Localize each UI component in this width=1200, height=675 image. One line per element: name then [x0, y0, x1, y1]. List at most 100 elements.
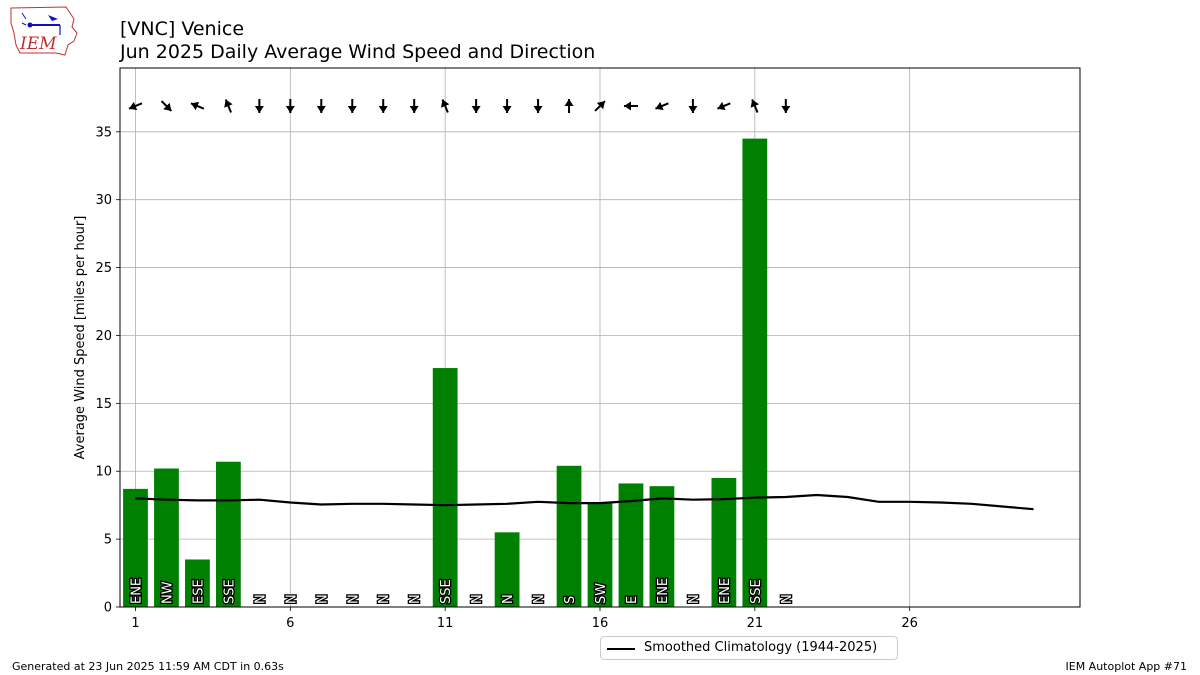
arrow-head	[471, 106, 481, 114]
x-tick-label: 21	[747, 616, 764, 631]
direction-label: N	[470, 594, 485, 604]
wind-speed-bar	[185, 559, 210, 607]
arrow-head	[316, 106, 326, 114]
direction-label: N	[780, 594, 795, 604]
direction-label: SSE	[749, 579, 764, 604]
direction-label: ENE	[718, 578, 733, 604]
direction-arrow	[688, 99, 698, 114]
direction-arrow	[160, 100, 173, 112]
arrow-head	[750, 99, 759, 108]
arrow-head	[254, 106, 264, 114]
climatology-line	[135, 493, 1034, 511]
wind-speed-bar	[587, 502, 613, 607]
direction-label: NW	[160, 581, 175, 604]
direction-label: N	[346, 594, 361, 604]
direction-arrow	[190, 101, 205, 111]
arrow-head	[717, 101, 726, 111]
direction-label: S	[563, 596, 578, 604]
direction-arrow	[409, 99, 419, 114]
direction-arrow	[781, 99, 791, 114]
arrow-head	[688, 106, 698, 114]
direction-arrow	[316, 99, 326, 114]
iem-logo: IEM	[8, 5, 82, 63]
arrow-head	[564, 99, 574, 107]
direction-label: N	[532, 594, 547, 604]
arrow-head	[224, 99, 233, 108]
wind-speed-bar	[618, 483, 644, 607]
direction-label: ENE	[129, 578, 144, 604]
arrow-head	[623, 101, 631, 111]
arrow-head	[163, 102, 172, 111]
logo-text: IEM	[19, 34, 57, 54]
y-tick-label: 15	[95, 397, 112, 412]
direction-arrow	[594, 100, 606, 112]
direction-label: N	[687, 594, 702, 604]
direction-arrow	[347, 99, 357, 114]
legend-climatology-swatch	[607, 648, 635, 650]
app-credit: IEM Autoplot App #71	[1065, 660, 1188, 673]
direction-arrow	[441, 99, 450, 113]
direction-arrow	[655, 101, 669, 111]
climatology-line-group	[135, 493, 1034, 511]
wind-speed-bars	[123, 138, 768, 608]
direction-label: N	[377, 594, 392, 604]
direction-arrow	[254, 99, 264, 114]
direction-label: N	[501, 594, 516, 604]
arrow-head	[190, 101, 200, 111]
y-tick-label: 20	[95, 329, 112, 344]
y-axis-label: Average Wind Speed [miles per hour]	[73, 216, 88, 460]
legend-climatology-label: Smoothed Climatology (1944-2025)	[644, 640, 878, 655]
arrow-head	[533, 106, 543, 114]
arrow-head	[129, 101, 138, 111]
arrow-head	[347, 106, 357, 114]
direction-arrow	[471, 99, 481, 114]
arrow-head	[596, 101, 605, 110]
wind-speed-bar	[649, 486, 675, 607]
x-tick-label: 1	[131, 616, 139, 631]
direction-arrow	[533, 99, 543, 114]
wind-speed-bar	[556, 465, 582, 607]
x-tick-label: 6	[286, 616, 294, 631]
x-tick-label: 16	[592, 616, 609, 631]
wind-speed-bar	[432, 368, 458, 607]
direction-arrow	[128, 101, 143, 111]
arrow-head	[441, 99, 450, 108]
direction-arrow	[623, 101, 638, 111]
x-tick-label: 11	[437, 616, 454, 631]
generated-timestamp: Generated at 23 Jun 2025 11:59 AM CDT in…	[12, 660, 284, 673]
arrow-head	[502, 106, 512, 114]
wind-speed-bar	[494, 532, 520, 607]
direction-label: ESE	[191, 579, 206, 604]
direction-arrow	[750, 99, 759, 113]
wind-speed-bar	[123, 488, 148, 607]
wind-speed-bar	[216, 461, 241, 607]
direction-arrows	[128, 99, 791, 114]
direction-label: N	[408, 594, 423, 604]
legend: Smoothed Climatology (1944-2025)	[600, 636, 898, 660]
direction-label: ENE	[656, 578, 671, 604]
direction-labels: ENE NW ESE SSE N N N N N N SSE N N N S SW E ENE N ENE SSE N	[128, 577, 796, 606]
x-tick-label: 26	[901, 616, 918, 631]
y-tick-label: 35	[95, 125, 112, 140]
y-tick-label: 5	[104, 533, 112, 548]
direction-arrow	[502, 99, 512, 114]
direction-arrow	[378, 99, 388, 114]
direction-arrow	[285, 99, 295, 114]
direction-arrow	[224, 99, 233, 113]
direction-arrow	[564, 99, 574, 114]
arrow-head	[378, 106, 388, 114]
direction-arrow	[717, 101, 731, 111]
wind-speed-bar	[742, 138, 768, 608]
wind-speed-bar	[154, 468, 179, 607]
arrow-head	[285, 106, 295, 114]
arrow-head	[409, 106, 419, 114]
chart-title-station: [VNC] Venice	[120, 18, 245, 40]
direction-label: E	[625, 596, 640, 604]
direction-label: SSE	[222, 579, 237, 604]
direction-label: N	[284, 594, 299, 604]
y-tick-label: 30	[95, 193, 112, 208]
arrow-head	[781, 106, 791, 114]
direction-label: SW	[594, 583, 609, 604]
